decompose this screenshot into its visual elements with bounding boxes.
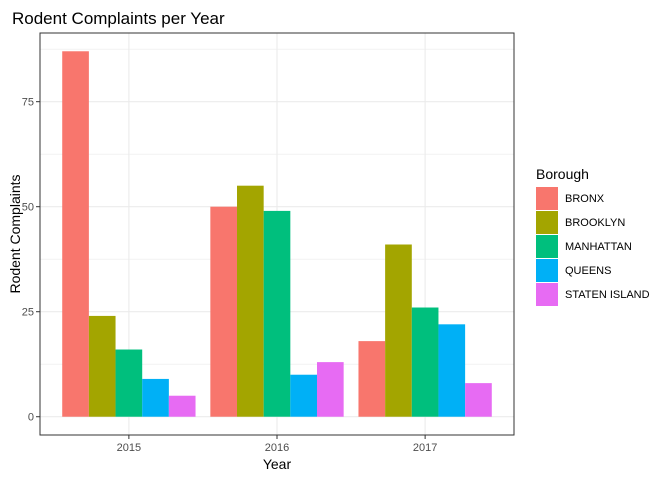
bar-brooklyn-2016 <box>237 185 264 417</box>
bar-staten-island-2016 <box>316 362 344 417</box>
y-axis: 0 25 50 75 <box>22 97 40 424</box>
legend-title: Borough <box>536 166 589 182</box>
bar-staten-island-2015 <box>168 395 196 417</box>
legend-label-manhattan: MANHATTAN <box>565 241 632 253</box>
legend-label-queens: QUEENS <box>565 265 611 277</box>
legend-label-bronx: BRONX <box>565 193 605 205</box>
bar-queens-2015 <box>142 378 169 417</box>
bar-queens-2016 <box>290 374 317 417</box>
bar-manhattan-2016 <box>263 210 291 417</box>
bar-bronx-2017 <box>358 341 386 417</box>
legend-label-staten-island: STATEN ISLAND <box>565 289 650 301</box>
legend-key-queens <box>536 259 558 282</box>
y-tick-label: 75 <box>22 97 34 109</box>
bars <box>62 51 492 417</box>
legend: Borough BRONX BROOKLYN MANHATTAN QUEENS STAT… <box>536 166 650 306</box>
y-tick-label: 50 <box>22 202 34 214</box>
x-tick-label: 2015 <box>117 442 141 454</box>
legend-key-manhattan <box>536 235 558 258</box>
bar-bronx-2015 <box>62 51 89 417</box>
x-tick-label: 2017 <box>413 442 437 454</box>
x-axis-title: Year <box>263 456 292 472</box>
legend-key-staten-island <box>536 283 558 306</box>
legend-key-brooklyn <box>536 211 558 234</box>
bar-staten-island-2017 <box>465 383 492 417</box>
y-tick-label: 25 <box>22 307 34 319</box>
bar-queens-2017 <box>438 324 466 417</box>
bar-brooklyn-2017 <box>385 244 412 417</box>
bar-manhattan-2017 <box>411 307 439 417</box>
legend-label-brooklyn: BROOKLYN <box>565 217 625 229</box>
bar-manhattan-2015 <box>115 349 143 417</box>
bar-brooklyn-2015 <box>88 315 116 417</box>
x-tick-label: 2016 <box>265 442 289 454</box>
y-tick-label: 0 <box>28 412 34 424</box>
x-axis: 2015 2016 2017 <box>117 435 437 454</box>
y-axis-title: Rodent Complaints <box>7 174 23 293</box>
chart-title: Rodent Complaints per Year <box>12 9 225 28</box>
bar-bronx-2016 <box>210 206 238 417</box>
legend-key-bronx <box>536 187 558 210</box>
